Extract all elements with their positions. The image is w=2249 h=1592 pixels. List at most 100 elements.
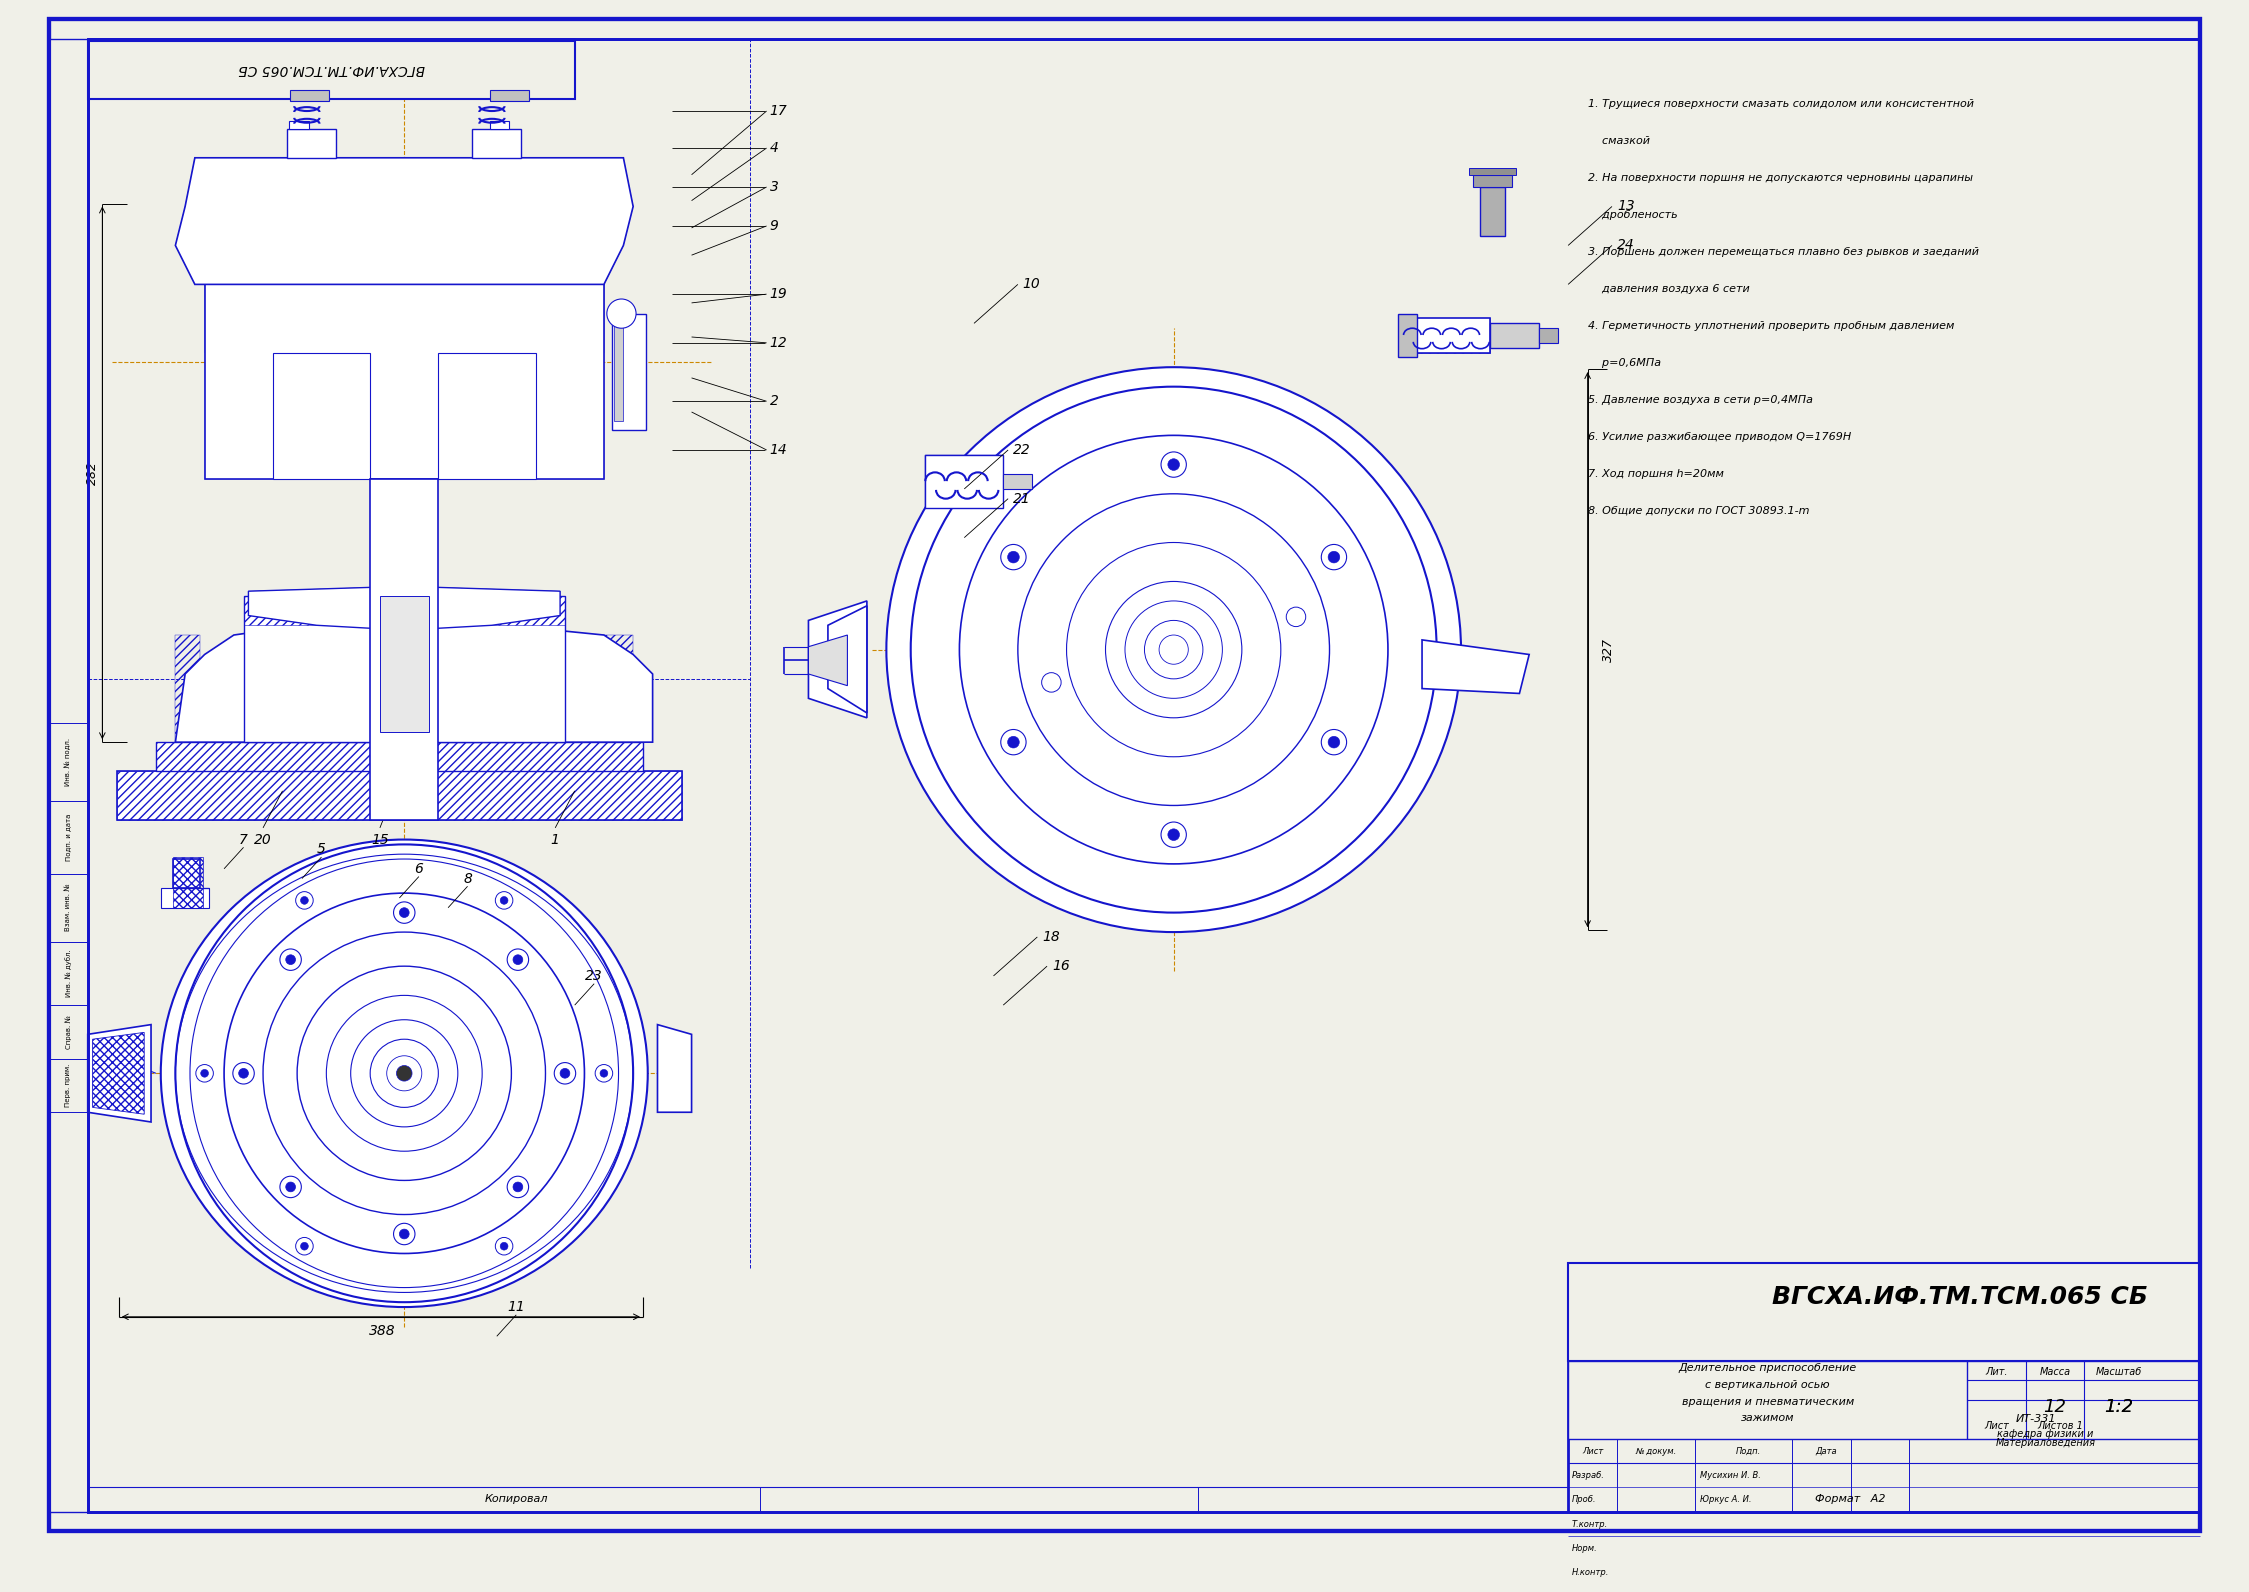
Text: 20: 20: [254, 833, 272, 847]
Circle shape: [286, 1183, 295, 1192]
Text: Инв. № подл.: Инв. № подл.: [65, 737, 72, 786]
Circle shape: [400, 1229, 409, 1239]
Polygon shape: [247, 586, 560, 630]
Polygon shape: [380, 595, 430, 732]
Polygon shape: [1421, 640, 1529, 694]
Text: 19: 19: [769, 287, 787, 301]
Bar: [88, 41, 576, 99]
Text: зажимом: зажимом: [1741, 1414, 1795, 1423]
Circle shape: [400, 907, 409, 917]
Text: Материаловедения: Материаловедения: [1995, 1439, 2096, 1449]
Circle shape: [301, 1242, 308, 1250]
Circle shape: [596, 1065, 612, 1083]
Text: 327: 327: [1601, 638, 1615, 662]
Text: 10: 10: [1023, 277, 1041, 291]
Bar: [1469, 167, 1516, 175]
Circle shape: [1041, 673, 1062, 693]
Text: Формат   А2: Формат А2: [1815, 1493, 1887, 1504]
Circle shape: [499, 896, 508, 904]
Circle shape: [495, 1237, 513, 1254]
Text: Мусихин И. В.: Мусихин И. В.: [1700, 1471, 1761, 1481]
Text: 21: 21: [1012, 492, 1030, 506]
Text: 6. Усилие разжибающее приводом Q=1769H: 6. Усилие разжибающее приводом Q=1769H: [1588, 433, 1851, 443]
Text: 16: 16: [1053, 958, 1071, 973]
Circle shape: [1320, 729, 1347, 755]
Text: Лист: Лист: [1984, 1422, 2008, 1431]
Bar: [49, 38, 88, 1511]
Polygon shape: [807, 635, 848, 686]
Text: 7: 7: [238, 833, 247, 847]
Circle shape: [508, 949, 529, 971]
Circle shape: [1008, 551, 1019, 564]
Text: Юркус А. И.: Юркус А. И.: [1700, 1495, 1752, 1504]
Bar: [1003, 474, 1032, 489]
Text: 17: 17: [769, 103, 787, 118]
Circle shape: [513, 955, 522, 965]
Text: ВГСХА.ИФ.ТМ.ТСМ.065 СБ: ВГСХА.ИФ.ТМ.ТСМ.065 СБ: [238, 62, 425, 76]
Bar: [1480, 186, 1505, 236]
Text: 13: 13: [1617, 199, 1635, 213]
Circle shape: [560, 1068, 569, 1078]
Circle shape: [911, 387, 1437, 912]
Circle shape: [600, 1070, 607, 1078]
Text: ИТ-331: ИТ-331: [2015, 1414, 2056, 1425]
Bar: [49, 942, 88, 1005]
Text: дробленость: дробленость: [1588, 210, 1678, 220]
Bar: [1538, 328, 1559, 342]
Text: Перв. прим.: Перв. прим.: [65, 1063, 72, 1106]
Text: Т.контр.: Т.контр.: [1572, 1520, 1608, 1528]
Text: 1:2: 1:2: [2103, 1398, 2132, 1417]
Text: Подп. и дата: Подп. и дата: [65, 814, 72, 861]
Bar: [472, 129, 522, 158]
Circle shape: [394, 903, 416, 923]
Text: Подп.: Подп.: [1736, 1447, 1761, 1455]
Circle shape: [175, 844, 634, 1302]
Polygon shape: [117, 772, 681, 820]
Text: Листов 1: Листов 1: [2038, 1422, 2083, 1431]
Circle shape: [234, 1062, 254, 1084]
Text: 15: 15: [371, 833, 389, 847]
Text: ВГСХА.ИФ.ТМ.ТСМ.065 СБ: ВГСХА.ИФ.ТМ.ТСМ.065 СБ: [1772, 1285, 2148, 1309]
Circle shape: [1001, 729, 1026, 755]
Text: Масса: Масса: [2040, 1368, 2071, 1377]
Text: 18: 18: [1041, 930, 1059, 944]
Text: 8: 8: [463, 871, 472, 885]
Polygon shape: [160, 888, 209, 907]
Bar: [1568, 1361, 2200, 1439]
Polygon shape: [371, 479, 439, 820]
Text: Инв. № дубл.: Инв. № дубл.: [65, 949, 72, 997]
Text: Разраб.: Разраб.: [1572, 1471, 1606, 1481]
Polygon shape: [108, 1054, 144, 1092]
Text: 3. Поршень должен перемещаться плавно без рывков и заеданий: 3. Поршень должен перемещаться плавно бе…: [1588, 247, 1979, 258]
Bar: [612, 314, 645, 430]
Ellipse shape: [886, 368, 1462, 931]
Circle shape: [1286, 607, 1307, 627]
Circle shape: [1160, 452, 1185, 478]
Circle shape: [1160, 821, 1185, 847]
Circle shape: [295, 892, 313, 909]
Circle shape: [200, 1070, 209, 1078]
Text: 7. Ход поршня h=20мм: 7. Ход поршня h=20мм: [1588, 470, 1723, 479]
Text: 4. Герметичность уплотнений проверить пробным давлением: 4. Герметичность уплотнений проверить пр…: [1588, 322, 1954, 331]
Bar: [490, 121, 511, 129]
Circle shape: [499, 1242, 508, 1250]
Text: 12: 12: [769, 336, 787, 350]
Circle shape: [508, 1176, 529, 1197]
Polygon shape: [1397, 314, 1417, 358]
Text: Лист: Лист: [1581, 1447, 1604, 1455]
Circle shape: [1167, 458, 1178, 470]
Circle shape: [286, 955, 295, 965]
Polygon shape: [490, 89, 529, 102]
Text: 6: 6: [414, 861, 423, 876]
Bar: [49, 1005, 88, 1059]
Text: Справ. №: Справ. №: [65, 1016, 72, 1049]
Polygon shape: [88, 1025, 151, 1122]
Text: кафедра физики и: кафедра физики и: [1997, 1428, 2094, 1439]
Text: 2: 2: [769, 395, 778, 408]
Text: 5: 5: [317, 842, 326, 856]
Text: с вертикальной осью: с вертикальной осью: [1705, 1380, 1831, 1390]
Circle shape: [1329, 737, 1340, 748]
Polygon shape: [173, 860, 200, 888]
Text: 9: 9: [769, 220, 778, 232]
Circle shape: [495, 892, 513, 909]
